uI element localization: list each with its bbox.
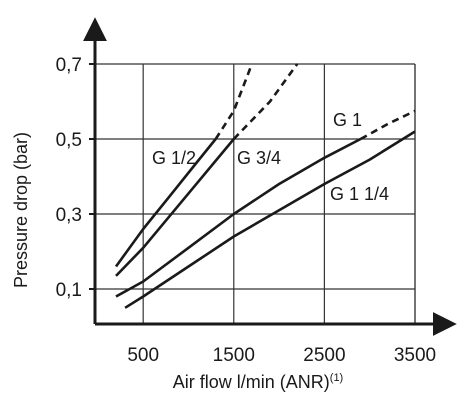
series-line-dashed-2 [359,109,416,141]
x-tick-label-3: 3500 [394,345,436,366]
y-tick-label-1: 0,3 [56,205,82,226]
series-line-dashed-1 [232,63,299,140]
y-axis-title: Pressure drop (bar) [11,132,31,288]
series-line-2 [115,137,362,298]
x-tick-labels: 500 1500 2500 3500 [127,345,436,366]
y-tick-label-2: 0,5 [56,130,82,151]
series-line-1 [115,138,235,277]
x-axis-title-superscript: (1) [330,372,343,384]
x-tick-label-1: 1500 [213,345,255,366]
x-axis-title: Air flow l/min (ANR)(1) [173,372,343,392]
series-lines [114,63,416,309]
series-line-3 [124,130,416,309]
grid-lines [95,63,416,324]
curve-label-g-1-2: G 1/2 [152,148,196,168]
series-line-dashed-0 [214,63,254,140]
curve-label-g-3-4: G 3/4 [237,148,281,168]
y-tick-labels: 0,1 0,3 0,5 0,7 [56,55,95,301]
x-tick-label-0: 500 [127,345,159,366]
curve-label-g-1-1-4: G 1 1/4 [330,184,389,204]
x-tick-label-2: 2500 [303,345,345,366]
y-tick-label-0: 0,1 [56,280,82,301]
series-line-0 [114,138,217,268]
curve-label-g-1: G 1 [333,110,362,130]
x-axis-title-text: Air flow l/min (ANR) [173,372,330,392]
y-tick-label-3: 0,7 [56,55,82,76]
